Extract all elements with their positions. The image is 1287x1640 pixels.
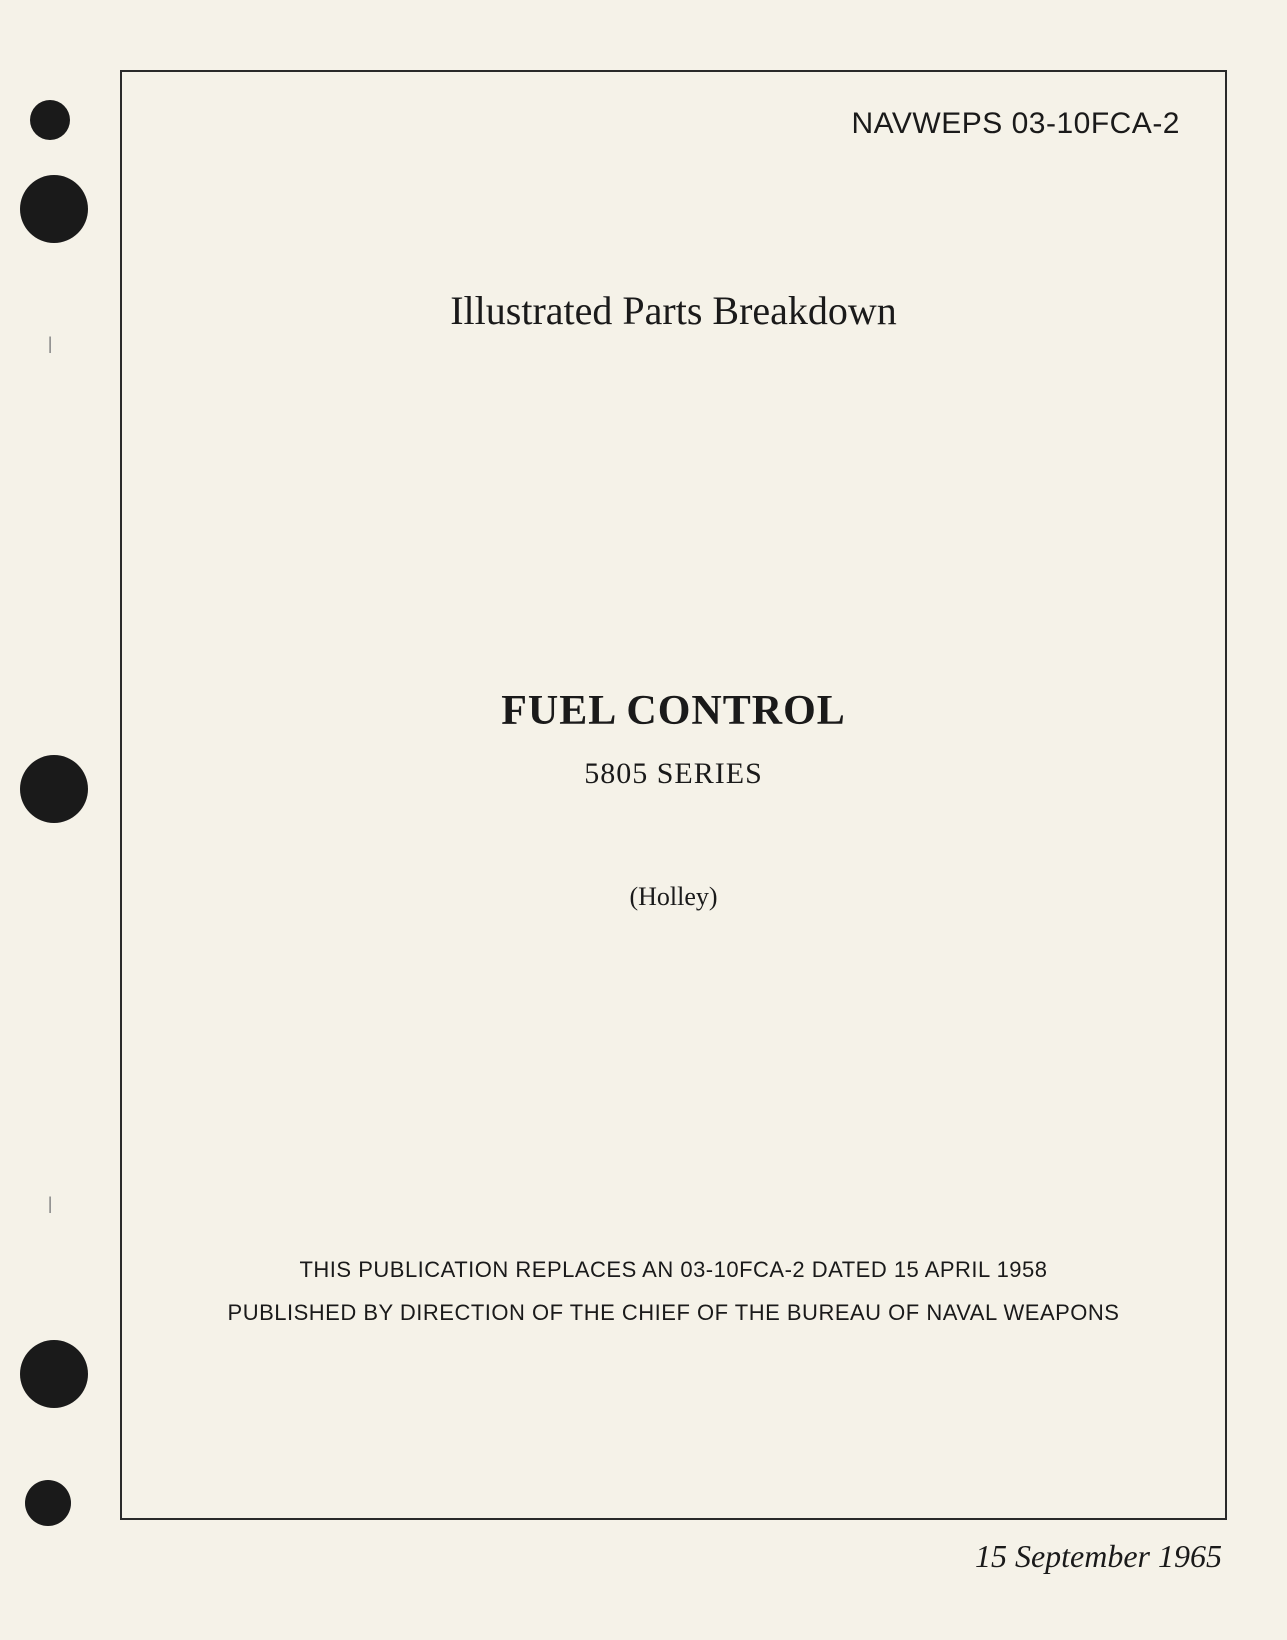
manufacturer-label: (Holley)	[122, 882, 1225, 912]
hole-punch-small-top	[30, 100, 70, 140]
document-title: FUEL CONTROL	[122, 687, 1225, 735]
publication-date: 15 September 1965	[975, 1538, 1222, 1575]
publisher-note: PUBLISHED BY DIRECTION OF THE CHIEF OF T…	[122, 1300, 1225, 1326]
binding-mark-top: ||	[48, 333, 73, 388]
document-number: NAVWEPS 03-10FCA-2	[851, 107, 1180, 141]
hole-punch-large-top	[20, 175, 88, 243]
hole-punch-large-bottom	[20, 1340, 88, 1408]
binding-mark-bottom: ||	[48, 1193, 73, 1248]
hole-punch-small-bottom	[25, 1480, 71, 1526]
series-label: 5805 SERIES	[122, 757, 1225, 791]
document-page: || || NAVWEPS 03-10FCA-2 Illustrated Par…	[0, 0, 1287, 1640]
hole-punch-large-middle	[20, 755, 88, 823]
document-heading: Illustrated Parts Breakdown	[122, 287, 1225, 334]
content-frame: NAVWEPS 03-10FCA-2 Illustrated Parts Bre…	[120, 70, 1227, 1520]
replacement-note: THIS PUBLICATION REPLACES AN 03-10FCA-2 …	[122, 1257, 1225, 1283]
